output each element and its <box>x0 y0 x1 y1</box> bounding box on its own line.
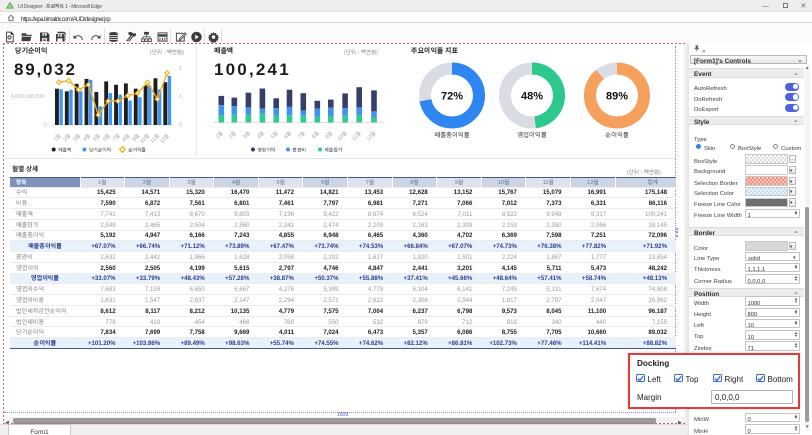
svg-text:5월: 5월 <box>269 130 280 141</box>
svg-text:2월: 2월 <box>62 132 73 143</box>
svg-text:당기순이익: 당기순이익 <box>89 147 111 154</box>
svg-text:12월: 12월 <box>365 130 378 143</box>
svg-text:2월: 2월 <box>227 130 238 141</box>
svg-text:순이익률: 순이익률 <box>127 146 146 153</box>
svg-text:1: 1 <box>179 93 182 100</box>
svg-text:3월: 3월 <box>72 132 83 143</box>
svg-text:6월: 6월 <box>101 132 112 143</box>
svg-text:판관비: 판관비 <box>292 147 306 154</box>
svg-text:1: 1 <box>179 65 182 72</box>
svg-text:0: 0 <box>44 122 47 129</box>
svg-text:8월: 8월 <box>310 130 321 141</box>
svg-text:89%: 89% <box>606 88 628 104</box>
svg-text:12월: 12월 <box>158 132 171 145</box>
svg-text:1월: 1월 <box>52 132 63 143</box>
svg-text:72%: 72% <box>441 88 463 104</box>
svg-text:9월: 9월 <box>324 130 335 141</box>
svg-text:11월: 11월 <box>350 130 362 142</box>
svg-text:3월: 3월 <box>241 130 252 141</box>
svg-text:4월: 4월 <box>82 132 93 143</box>
svg-text:매출원가: 매출원가 <box>325 147 343 154</box>
svg-text:영업이익: 영업이익 <box>258 147 276 154</box>
svg-text:6,000,000,000: 6,000,000,000 <box>11 93 44 100</box>
svg-text:10월: 10월 <box>336 130 349 143</box>
svg-text:0: 0 <box>179 122 182 129</box>
svg-text:1월: 1월 <box>214 130 225 141</box>
svg-text:48%: 48% <box>521 88 543 104</box>
svg-text:순이익률: 순이익률 <box>605 130 630 139</box>
svg-text:매출총이익률: 매출총이익률 <box>434 130 470 139</box>
svg-text:4월: 4월 <box>255 130 266 141</box>
svg-text:7월: 7월 <box>111 132 122 143</box>
svg-text:6월: 6월 <box>283 130 294 141</box>
svg-text:5월: 5월 <box>91 132 102 143</box>
svg-text:7월: 7월 <box>296 130 307 141</box>
svg-text:매출액: 매출액 <box>58 147 71 154</box>
svg-text:8월: 8월 <box>121 132 132 143</box>
svg-text:9월: 9월 <box>131 132 142 143</box>
svg-text:영업이익률: 영업이익률 <box>517 130 548 139</box>
